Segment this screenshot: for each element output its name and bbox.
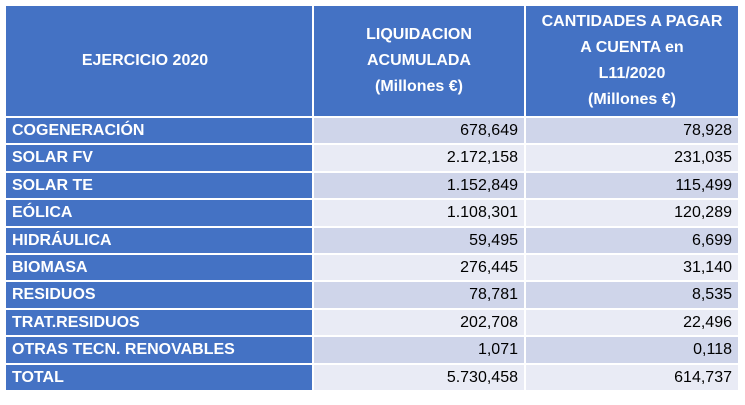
row-label: SOLAR TE [4, 170, 314, 201]
header-ejercicio-label: EJERCICIO 2020 [81, 52, 209, 69]
row-label: SOLAR FV [4, 143, 314, 173]
row-label: OTRAS TECN. RENOVABLES [4, 335, 314, 365]
header-row: EJERCICIO 2020 LIQUIDACION ACUMULADA (Mi… [4, 4, 740, 118]
table-row: TRAT.RESIDUOS 202,708 22,496 [4, 307, 740, 338]
settlement-table: EJERCICIO 2020 LIQUIDACION ACUMULADA (Mi… [4, 4, 740, 392]
cell-liquidacion: 78,781 [312, 280, 526, 310]
total-liquidacion: 5.730,458 [312, 362, 526, 392]
cell-liquidacion: 59,495 [312, 225, 526, 255]
header-cantidades-line-2: A CUENTA en [580, 39, 684, 56]
table-row: SOLAR TE 1.152,849 115,499 [4, 170, 740, 201]
cell-cuenta: 8,535 [524, 280, 740, 310]
header-liquidacion-line-1: LIQUIDACION [366, 26, 472, 43]
cell-liquidacion: 2.172,158 [312, 143, 526, 173]
row-label: EÓLICA [4, 198, 314, 228]
cell-liquidacion: 678,649 [312, 115, 526, 146]
cell-liquidacion: 202,708 [312, 307, 526, 338]
row-label: TRAT.RESIDUOS [4, 307, 314, 338]
table-row: COGENERACIÓN 678,649 78,928 [4, 115, 740, 146]
header-liquidacion-line-3: (Millones €) [374, 78, 463, 95]
cell-cuenta: 22,496 [524, 307, 740, 338]
table-row: OTRAS TECN. RENOVABLES 1,071 0,118 [4, 335, 740, 365]
table-container: EJERCICIO 2020 LIQUIDACION ACUMULADA (Mi… [4, 4, 740, 392]
cell-liquidacion: 276,445 [312, 252, 526, 283]
cell-cuenta: 120,289 [524, 198, 740, 228]
header-liquidacion-line-2: ACUMULADA [367, 52, 471, 69]
table-row: HIDRÁULICA 59,495 6,699 [4, 225, 740, 255]
header-liquidacion: LIQUIDACION ACUMULADA (Millones €) [312, 4, 526, 118]
header-cantidades: CANTIDADES A PAGAR A CUENTA en L11/2020 … [524, 4, 740, 118]
table-row: EÓLICA 1.108,301 120,289 [4, 198, 740, 228]
header-cantidades-line-4: (Millones €) [587, 91, 676, 108]
row-label: BIOMASA [4, 252, 314, 283]
table-row: BIOMASA 276,445 31,140 [4, 252, 740, 283]
table-row: RESIDUOS 78,781 8,535 [4, 280, 740, 310]
total-cuenta: 614,737 [524, 362, 740, 392]
cell-cuenta: 115,499 [524, 170, 740, 201]
header-cantidades-line-1: CANTIDADES A PAGAR [541, 13, 723, 30]
cell-cuenta: 0,118 [524, 335, 740, 365]
cell-liquidacion: 1.108,301 [312, 198, 526, 228]
header-cantidades-line-3: L11/2020 [598, 65, 666, 82]
cell-cuenta: 78,928 [524, 115, 740, 146]
total-row: TOTAL 5.730,458 614,737 [4, 362, 740, 392]
cell-cuenta: 6,699 [524, 225, 740, 255]
total-label: TOTAL [4, 362, 314, 392]
cell-liquidacion: 1.152,849 [312, 170, 526, 201]
header-ejercicio: EJERCICIO 2020 [4, 4, 314, 118]
cell-cuenta: 231,035 [524, 143, 740, 173]
row-label: HIDRÁULICA [4, 225, 314, 255]
cell-cuenta: 31,140 [524, 252, 740, 283]
row-label: RESIDUOS [4, 280, 314, 310]
cell-liquidacion: 1,071 [312, 335, 526, 365]
table-row: SOLAR FV 2.172,158 231,035 [4, 143, 740, 173]
row-label: COGENERACIÓN [4, 115, 314, 146]
